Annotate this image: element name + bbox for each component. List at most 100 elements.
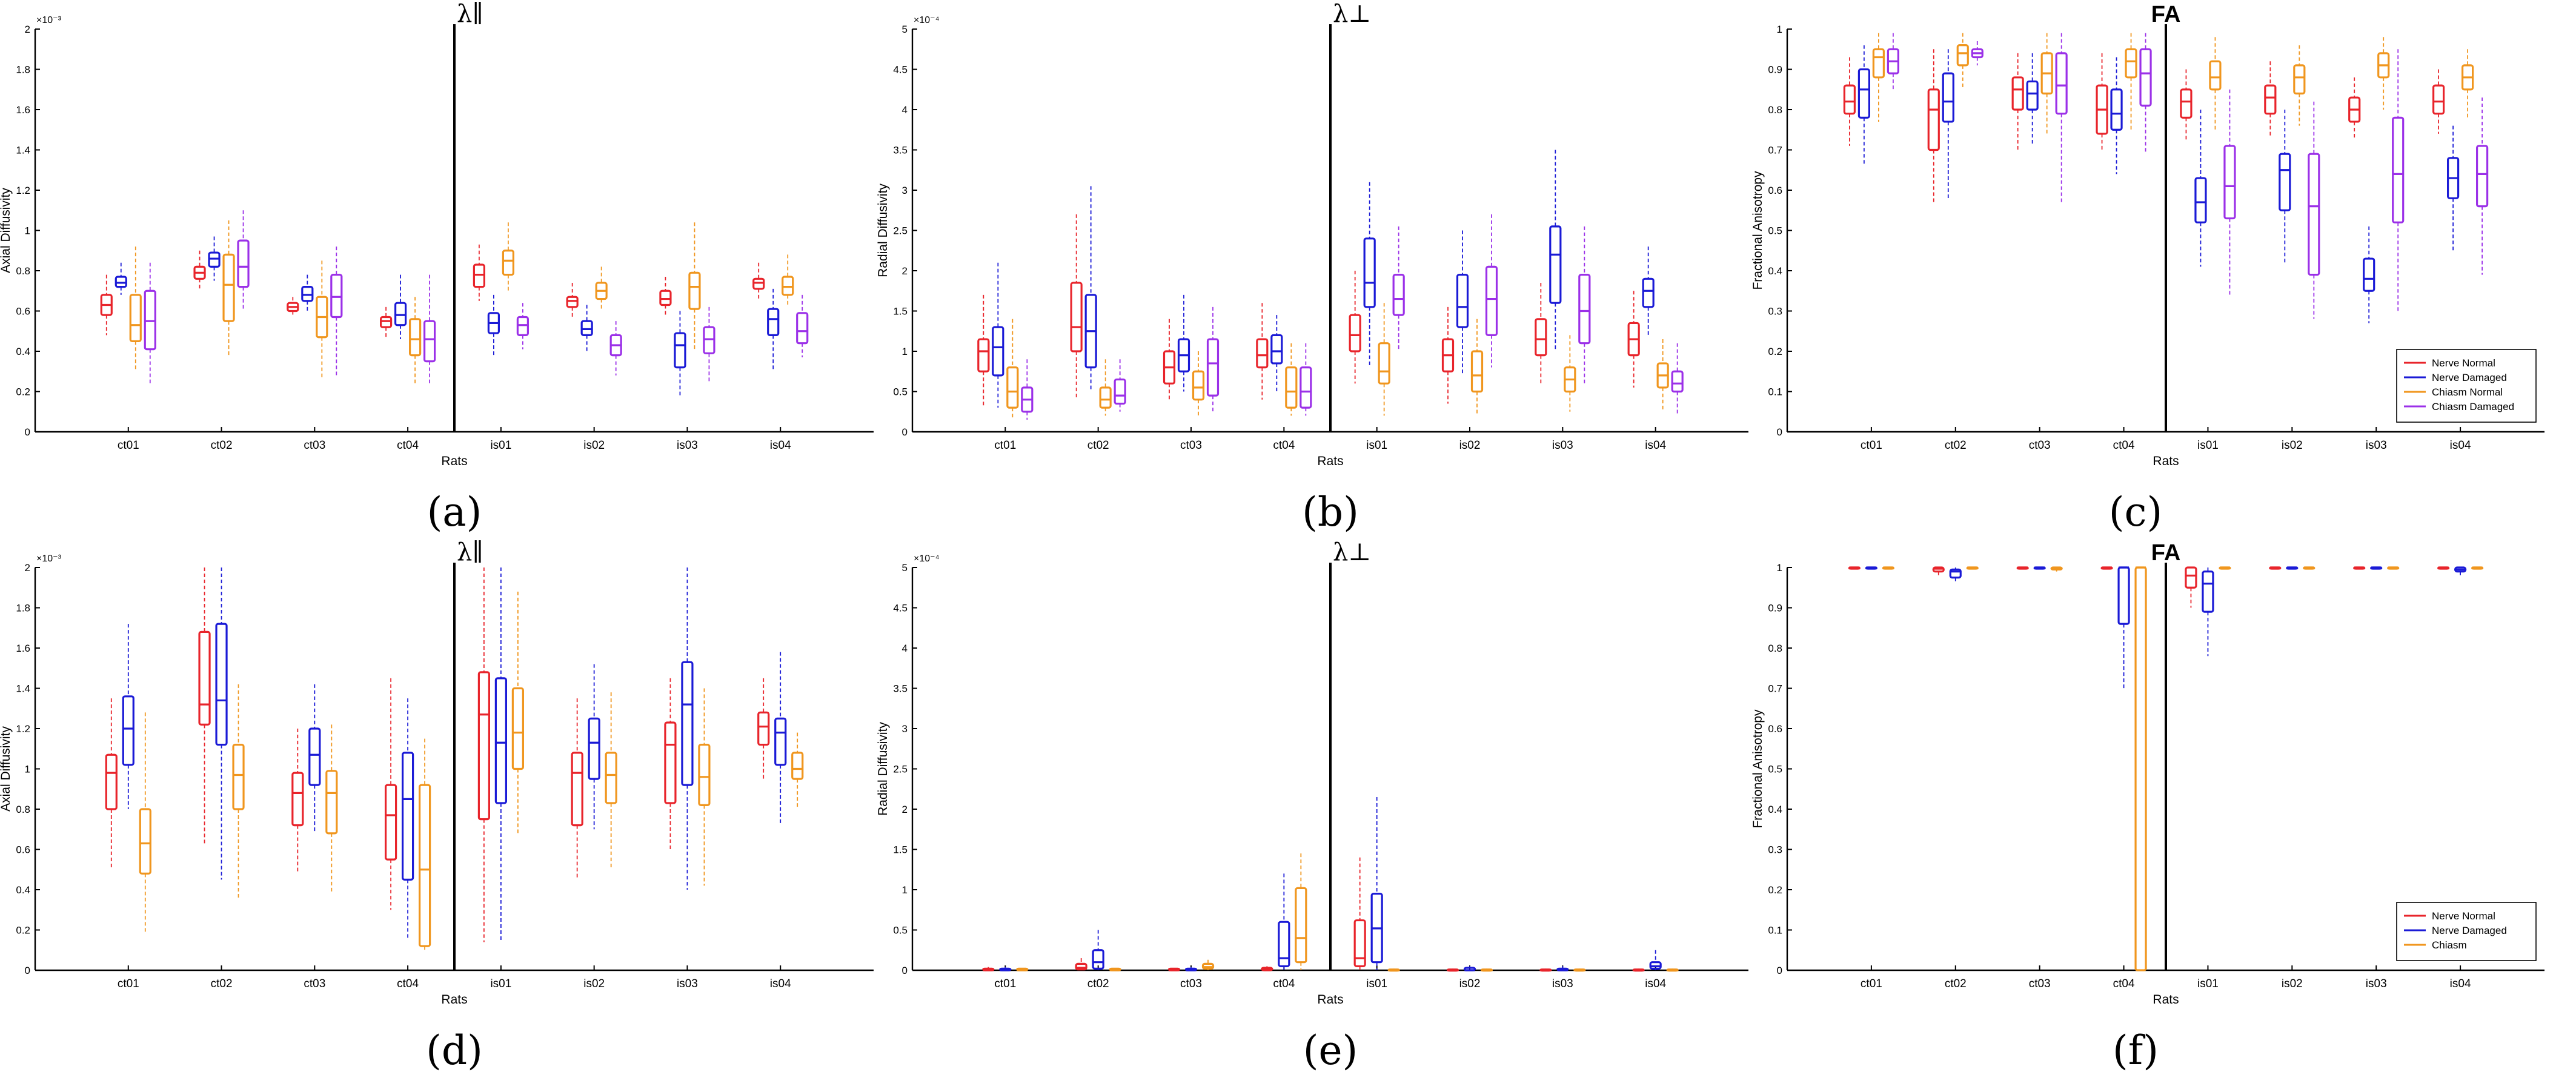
box-nerve-damaged-is02 [588, 664, 600, 830]
x-axis-label: Rats [441, 993, 467, 1007]
y-tick-label: 0.9 [1768, 64, 1782, 76]
x-tick-label-ct01: ct01 [994, 439, 1016, 452]
x-tick-label-is03: is03 [2366, 978, 2387, 990]
box-chiasm-ct02 [1966, 566, 1979, 570]
box-nerve-normal-ct04 [2100, 566, 2113, 570]
x-tick-label-ct02: ct02 [211, 439, 233, 452]
y-tick-label: 5 [902, 562, 908, 574]
box-nerve-damaged-is02 [1456, 230, 1469, 376]
y-tick-label: 1.6 [16, 104, 30, 116]
x-tick-label-ct04: ct04 [2113, 439, 2135, 452]
box-iqr [1006, 366, 1019, 409]
chart-panel-f: 0 0.1 0.2 0.3 0.4 0.5 0.6 0.7 0.8 0.9 1 FA ct01 ct02 c… [1751, 540, 2544, 1072]
box-nerve-normal-is02 [1441, 306, 1455, 404]
box-iqr [664, 721, 677, 804]
box-nerve-normal-ct04 [380, 306, 393, 337]
y-exponent-label: ×10⁻⁴ [914, 554, 940, 564]
box-iqr [237, 239, 250, 288]
box-nerve-damaged-ct04 [2117, 566, 2130, 689]
box-iqr [308, 727, 321, 786]
x-tick-label-ct04: ct04 [397, 439, 419, 452]
y-tick-label: 0.6 [1768, 723, 1782, 735]
box-nerve-normal-ct03 [2016, 566, 2029, 570]
box-iqr [385, 784, 397, 861]
x-tick-label-is01: is01 [2197, 439, 2219, 452]
box-nerve-normal-is04 [757, 678, 770, 779]
box-chiasm-normal-is02 [2293, 45, 2306, 126]
box-iqr [2279, 153, 2291, 211]
x-tick-label-is01: is01 [2197, 978, 2219, 990]
box-chiasm-damaged-is02 [1485, 214, 1498, 368]
x-tick-label-ct03: ct03 [1180, 978, 1202, 990]
box-nerve-normal-is03 [2353, 566, 2366, 570]
y-tick-label: 0 [902, 965, 908, 976]
box-iqr [2432, 84, 2445, 115]
box-nerve-normal-ct01 [100, 274, 113, 336]
box-chiasm-normal-is02 [1480, 968, 1493, 972]
box-chiasm-damaged-ct01 [144, 262, 156, 384]
x-axis-label: Rats [2153, 993, 2179, 1007]
box-iqr [291, 772, 304, 827]
box-chiasm-damaged-is04 [2476, 98, 2489, 275]
box-chiasm-normal-is03 [698, 688, 711, 886]
x-tick-label-ct03: ct03 [2029, 439, 2051, 452]
y-tick-label: 0.5 [893, 386, 908, 398]
box-iqr [1392, 274, 1405, 316]
box-iqr [2110, 88, 2123, 131]
y-tick-label: 0.6 [16, 844, 30, 856]
box-nerve-damaged-is01 [494, 567, 507, 941]
x-tick-label-is04: is04 [2450, 978, 2471, 990]
box-iqr [2223, 145, 2236, 220]
legend-item-label: Chiasm Damaged [2432, 401, 2514, 412]
box-iqr [2139, 48, 2152, 107]
box-nerve-normal-is02 [2269, 566, 2282, 570]
chart-panel-c: 0 0.1 0.2 0.3 0.4 0.5 0.6 0.7 0.8 0.9 1 FA ct01 ct02 c… [1751, 2, 2544, 535]
box-nerve-damaged-is04 [774, 652, 787, 826]
box-iqr [688, 271, 701, 310]
box-nerve-normal-is03 [664, 678, 677, 850]
box-chiasm-normal-is01 [1378, 303, 1390, 416]
y-tick-label: 1.2 [16, 185, 30, 196]
box-nerve-damaged-ct01 [999, 967, 1012, 971]
box-iqr [1300, 366, 1312, 409]
box-chiasm-damaged-is02 [2308, 101, 2320, 319]
box-nerve-normal-ct03 [1163, 319, 1176, 400]
box-iqr [1070, 282, 1083, 352]
box-nerve-normal-is01 [473, 244, 485, 301]
box-nerve-normal-ct02 [1070, 214, 1083, 400]
box-nerve-normal-is02 [571, 698, 583, 880]
box-iqr [2264, 84, 2277, 115]
y-axis-label: Axial Diffusivity [0, 188, 13, 273]
y-tick-label: 0.2 [1768, 884, 1782, 896]
x-tick-label-ct03: ct03 [2029, 978, 2051, 990]
box-chiasm-normal-ct02 [1109, 967, 1121, 971]
box-nerve-damaged-ct01 [992, 262, 1004, 408]
box-iqr [115, 276, 127, 288]
box-nerve-damaged-ct02 [1084, 186, 1097, 392]
box-iqr [698, 743, 711, 806]
box-chiasm-damaged-is03 [1578, 226, 1591, 384]
box-chiasm-normal-ct03 [325, 724, 338, 894]
x-tick-label-is03: is03 [1552, 978, 1573, 990]
box-chiasm-normal-is03 [688, 222, 701, 351]
box-chiasm-normal-ct03 [1192, 351, 1205, 416]
box-chiasm-normal-ct04 [409, 297, 422, 384]
box-iqr [198, 630, 211, 726]
box-iqr [380, 316, 393, 328]
box-iqr [2392, 116, 2405, 223]
box-iqr [1857, 68, 1870, 119]
box-iqr [208, 251, 221, 268]
box-chiasm-normal-ct01 [1016, 967, 1029, 971]
box-chiasm-normal-ct02 [232, 684, 245, 900]
y-tick-label: 1 [1777, 24, 1782, 35]
x-tick-label-is01: is01 [490, 978, 511, 990]
box-iqr [1349, 314, 1361, 352]
box-chiasm-normal-is04 [782, 254, 794, 307]
box-chiasm-normal-ct01 [129, 246, 142, 372]
box-nerve-normal-is01 [2185, 566, 2197, 608]
box-iqr [992, 326, 1004, 377]
box-iqr [1927, 88, 1940, 151]
legend-item-label: Nerve Damaged [2432, 925, 2507, 936]
x-tick-label-ct04: ct04 [2113, 978, 2135, 990]
